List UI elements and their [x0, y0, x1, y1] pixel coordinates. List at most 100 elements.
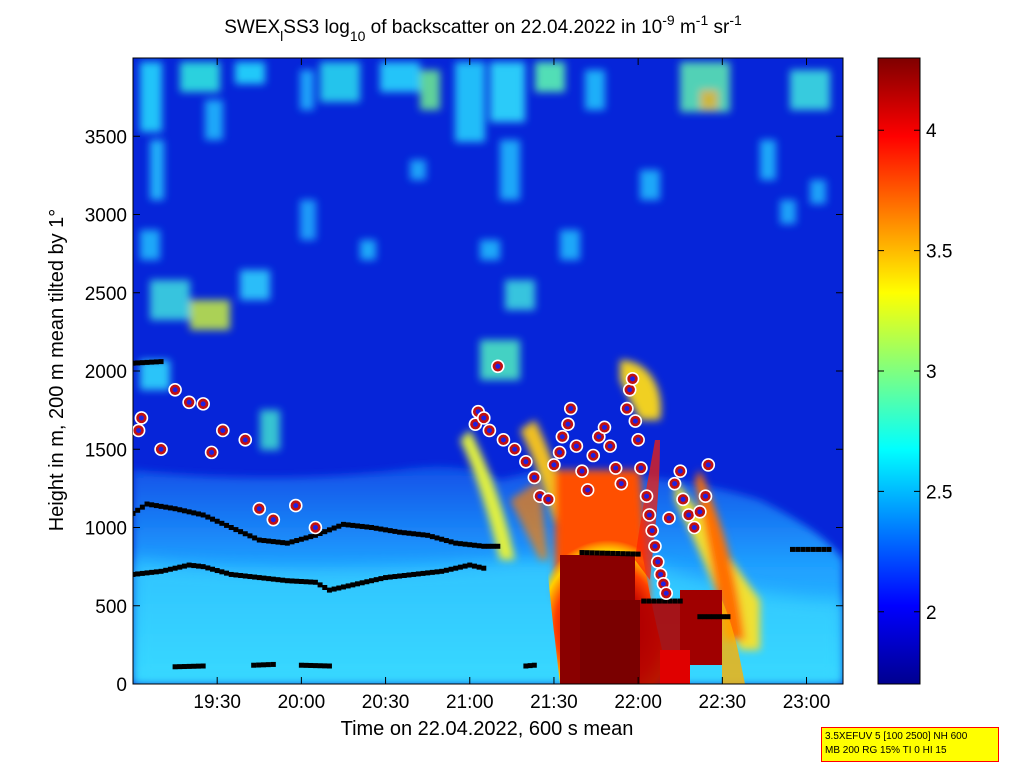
cloud-detection-core [652, 543, 658, 549]
layer-marker [406, 530, 412, 536]
layer-marker [144, 570, 150, 576]
layer-marker [467, 542, 473, 548]
layer-marker [135, 360, 141, 366]
cloud-detection-core [270, 517, 276, 523]
colorbar-tick-label: 2 [926, 603, 937, 624]
cloud-detection-core [220, 427, 226, 433]
x-tick-label: 20:30 [362, 692, 410, 713]
layer-marker [260, 662, 266, 668]
x-tick-label: 20:00 [278, 692, 326, 713]
layer-marker [270, 576, 276, 582]
info-line-2: MB 200 RG 15% TI 0 HI 15 [825, 745, 947, 756]
layer-marker [641, 598, 647, 604]
layer-marker [439, 568, 445, 574]
cloud-detection-core [686, 512, 692, 518]
layer-marker [397, 529, 403, 535]
layer-marker [443, 538, 449, 544]
cloud-detection-core [638, 465, 644, 471]
cloud-detection-core [666, 515, 672, 521]
layer-marker [317, 530, 323, 536]
layer-marker [266, 576, 272, 582]
layer-marker [186, 663, 192, 669]
x-axis-label: Time on 22.04.2022, 600 s mean [341, 718, 634, 740]
layer-marker [158, 568, 164, 574]
layer-marker [172, 664, 178, 670]
cloud-detection-core [158, 446, 164, 452]
layer-marker [656, 598, 662, 604]
layer-marker [610, 550, 616, 556]
cloud-detection-core [677, 468, 683, 474]
cloud-detection-core [658, 571, 664, 577]
layer-marker [462, 563, 468, 569]
cloud-detection-core [590, 453, 596, 459]
y-axis-label: Height in m, 200 m mean tilted by 1° [46, 209, 68, 532]
cloud-detection-core [523, 459, 529, 465]
layer-marker [401, 530, 407, 536]
cloud-detection-core [172, 387, 178, 393]
cloud-detection-core [601, 424, 607, 430]
layer-marker [471, 563, 477, 569]
layer-marker [210, 516, 216, 522]
layer-marker [605, 550, 611, 556]
colorbar-tick-label: 2.5 [926, 482, 952, 503]
layer-marker [153, 503, 159, 509]
layer-marker [415, 571, 421, 577]
layer-marker [191, 563, 197, 569]
layer-marker [345, 522, 351, 528]
layer-marker [308, 662, 314, 668]
cloud-detection-core [568, 406, 574, 412]
layer-marker [702, 614, 708, 620]
layer-marker [265, 662, 271, 668]
y-tick-label: 500 [95, 597, 127, 618]
layer-marker [298, 578, 304, 584]
layer-marker [434, 569, 440, 575]
x-axis: 19:30 20:00 20:30 21:00 21:30 22:00 22:30 23:00 [193, 58, 830, 713]
layer-marker [312, 579, 318, 585]
layer-marker [298, 536, 304, 542]
cloud-detection-core [136, 427, 142, 433]
layer-marker [816, 546, 822, 552]
layer-marker [224, 522, 230, 528]
layer-marker [429, 569, 435, 575]
cloud-detection-core [551, 462, 557, 468]
cloud-detection-core [632, 418, 638, 424]
layer-marker [411, 571, 417, 577]
layer-marker [406, 572, 412, 578]
layer-marker [350, 582, 356, 588]
layer-marker [584, 550, 590, 556]
layer-marker [795, 546, 801, 552]
layer-marker [667, 598, 673, 604]
layer-marker [205, 565, 211, 571]
layer-marker [651, 598, 657, 604]
layer-marker [485, 543, 491, 549]
cloud-detection-core [200, 401, 206, 407]
layer-marker [266, 538, 272, 544]
cloud-detection-core [663, 590, 669, 596]
layer-marker [716, 614, 722, 620]
layer-marker [256, 575, 262, 581]
layer-marker [620, 551, 626, 557]
layer-marker [594, 550, 600, 556]
layer-marker [340, 521, 346, 527]
layer-marker [387, 528, 393, 534]
cloud-detection-core [256, 506, 262, 512]
layer-marker [471, 542, 477, 548]
layer-marker [662, 598, 668, 604]
layer-marker [415, 531, 421, 537]
layer-marker [378, 526, 384, 532]
processing-info-box: 3.5XEFUV 5 [100 2500] NH 600 MB 200 RG 1… [821, 727, 999, 762]
layer-marker [805, 546, 811, 552]
layer-marker [322, 663, 328, 669]
layer-marker [359, 580, 365, 586]
layer-marker [284, 578, 290, 584]
layer-marker [303, 662, 309, 668]
cloud-detection-core [500, 437, 506, 443]
layer-marker [635, 551, 641, 557]
colorbar-gradient [878, 58, 920, 684]
layer-marker [228, 571, 234, 577]
layer-marker [247, 533, 253, 539]
layer-marker [280, 577, 286, 583]
cloud-detection-core [486, 427, 492, 433]
layer-marker [195, 511, 201, 517]
layer-marker [133, 571, 136, 577]
